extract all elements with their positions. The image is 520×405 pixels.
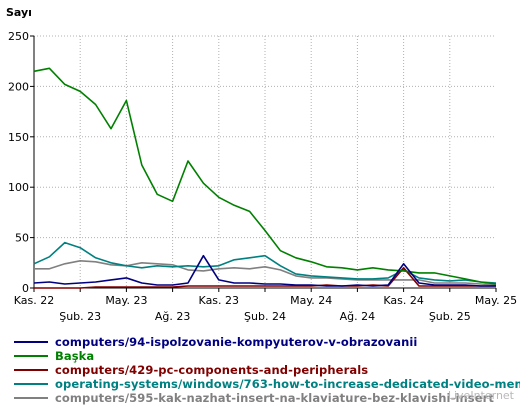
- y-tick-label: 250: [8, 30, 29, 43]
- series-line-4: [34, 259, 497, 286]
- watermark-liveinternet: LiveInternet: [447, 389, 514, 402]
- x-tick-label: Şub. 25: [429, 310, 471, 323]
- tick-labels: 0 50 100 150 200 250 Kas. 22 Şub. 23 May. 23 Ağ. …: [6, 6, 517, 323]
- x-tick-label: Kas. 23: [199, 294, 239, 307]
- legend-swatch: [14, 369, 48, 371]
- axes: [30, 35, 497, 292]
- series-line-1: [33, 67, 497, 285]
- legend-swatch: [14, 383, 48, 385]
- y-tick-label: 150: [8, 131, 29, 144]
- x-tick-label: May. 25: [475, 294, 517, 307]
- x-tick-label: Şub. 23: [59, 310, 101, 323]
- grid: [34, 35, 496, 289]
- legend-label: computers/595-kak-nazhat-insert-na-klavi…: [55, 391, 494, 405]
- series-line-0: [33, 254, 496, 287]
- legend-label: computers/94-ispolzovanie-kompyuterov-v-…: [55, 335, 418, 349]
- legend-label: computers/429-pc-components-and-peripher…: [55, 363, 369, 377]
- legend-swatch: [14, 341, 48, 343]
- series-line-3: [33, 241, 497, 284]
- series-line-2: [34, 266, 496, 289]
- legend: computers/94-ispolzovanie-kompyuterov-v-…: [14, 335, 520, 405]
- y-tick-label: 100: [8, 181, 29, 194]
- legend-item: operating-systems/windows/763-how-to-inc…: [14, 377, 520, 391]
- legend-swatch: [14, 355, 48, 357]
- y-axis-label: Sayı: [6, 6, 32, 19]
- x-tick-label: Ağ. 24: [340, 310, 376, 323]
- legend-label: Başka: [55, 349, 95, 363]
- legend-item: Başka: [14, 349, 520, 363]
- x-tick-label: Şub. 24: [244, 310, 286, 323]
- y-tick-label: 0: [22, 282, 29, 295]
- legend-label: operating-systems/windows/763-how-to-inc…: [55, 377, 520, 391]
- x-tick-label: Ağ. 23: [155, 310, 191, 323]
- legend-item: computers/94-ispolzovanie-kompyuterov-v-…: [14, 335, 520, 349]
- y-tick-label: 200: [8, 80, 29, 93]
- x-tick-label: Kas. 22: [14, 294, 54, 307]
- line-chart: 0 50 100 150 200 250 Kas. 22 Şub. 23 May. 23 Ağ. …: [6, 6, 517, 323]
- x-tick-label: May. 24: [290, 294, 332, 307]
- legend-swatch: [14, 397, 48, 399]
- legend-item: computers/429-pc-components-and-peripher…: [14, 363, 520, 377]
- legend-item: computers/595-kak-nazhat-insert-na-klavi…: [14, 391, 520, 405]
- y-tick-label: 50: [15, 232, 29, 245]
- x-tick-label: May. 23: [105, 294, 147, 307]
- series-lines: [33, 67, 497, 289]
- x-tick-label: Kas. 24: [383, 294, 423, 307]
